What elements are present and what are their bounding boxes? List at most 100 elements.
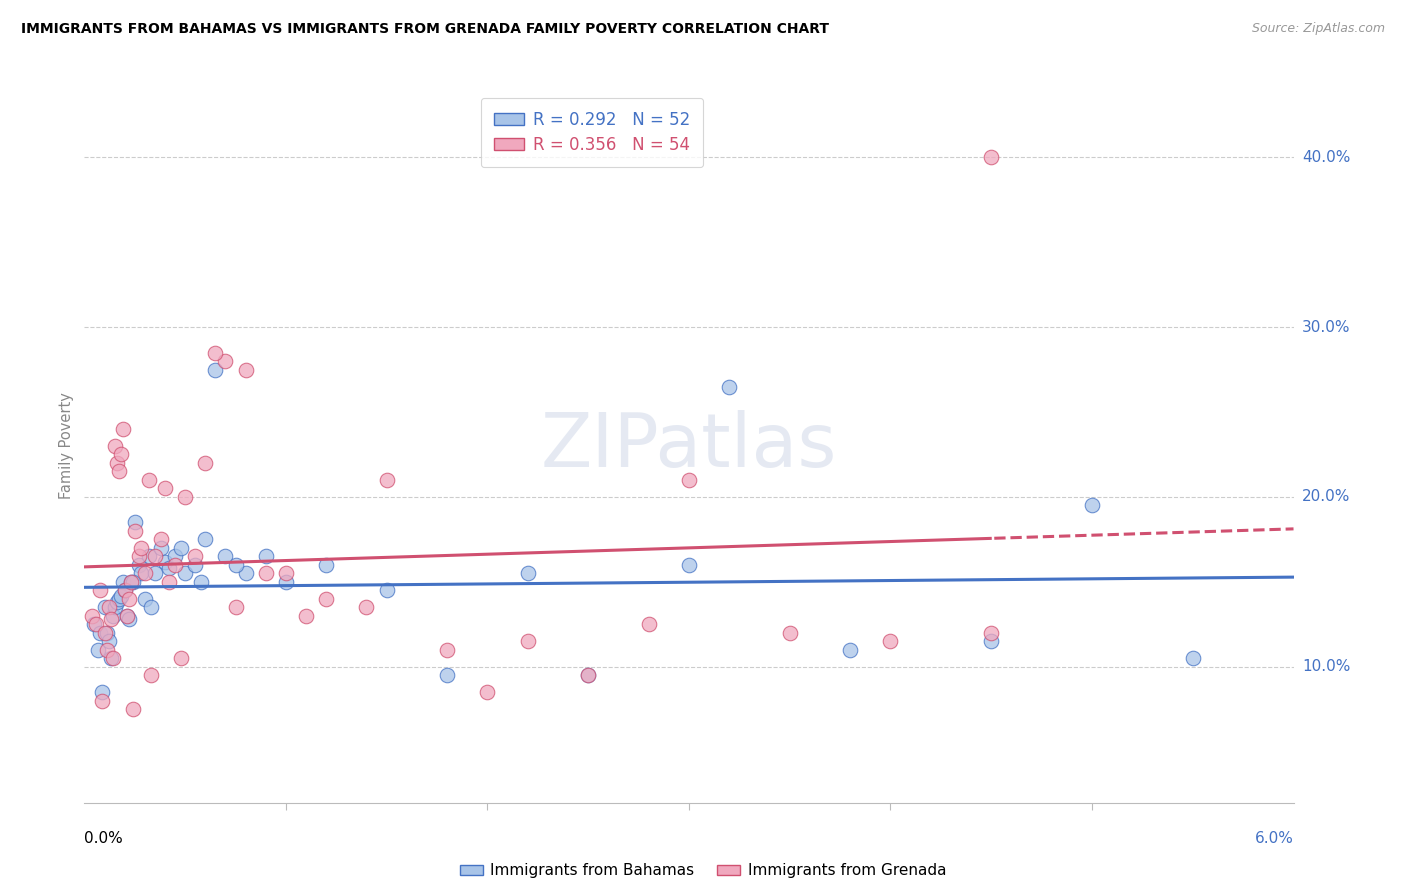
Point xyxy=(114,583,136,598)
Point xyxy=(980,626,1002,640)
Point xyxy=(576,668,599,682)
Point xyxy=(678,558,700,572)
Text: 0.0%: 0.0% xyxy=(84,831,124,847)
Point xyxy=(124,516,146,530)
Point xyxy=(375,473,398,487)
Point xyxy=(225,600,247,615)
Point xyxy=(204,345,226,359)
Point xyxy=(104,600,127,615)
Point xyxy=(104,439,127,453)
Text: Source: ZipAtlas.com: Source: ZipAtlas.com xyxy=(1251,22,1385,36)
Point xyxy=(129,566,152,581)
Point xyxy=(101,651,124,665)
Point xyxy=(194,533,217,547)
Point xyxy=(100,612,122,626)
Point xyxy=(153,555,176,569)
Point xyxy=(157,561,180,575)
Point xyxy=(121,702,143,716)
Point xyxy=(170,651,193,665)
Point xyxy=(86,617,108,632)
Point xyxy=(225,558,247,572)
Point xyxy=(118,612,141,626)
Text: 20.0%: 20.0% xyxy=(1302,490,1350,505)
Point xyxy=(194,456,217,470)
Legend: Immigrants from Bahamas, Immigrants from Grenada: Immigrants from Bahamas, Immigrants from… xyxy=(454,857,952,884)
Point xyxy=(184,549,207,564)
Point xyxy=(436,668,458,682)
Point xyxy=(115,608,138,623)
Point xyxy=(174,490,197,504)
Point xyxy=(101,608,124,623)
Point xyxy=(576,668,599,682)
Point xyxy=(1181,651,1204,665)
Point xyxy=(375,583,398,598)
Point xyxy=(96,643,118,657)
Point xyxy=(134,566,156,581)
Point xyxy=(93,600,115,615)
Point xyxy=(295,608,318,623)
Point xyxy=(111,422,134,436)
Point xyxy=(96,626,118,640)
Point xyxy=(779,626,801,640)
Point xyxy=(93,626,115,640)
Point xyxy=(274,574,297,589)
Point xyxy=(190,574,212,589)
Point xyxy=(120,574,142,589)
Point xyxy=(83,617,105,632)
Point xyxy=(91,694,114,708)
Point xyxy=(138,549,160,564)
Point xyxy=(315,591,337,606)
Point xyxy=(678,473,700,487)
Point xyxy=(138,473,160,487)
Point xyxy=(134,591,156,606)
Point xyxy=(356,600,378,615)
Point xyxy=(124,524,146,538)
Point xyxy=(128,558,150,572)
Text: ZIPatlas: ZIPatlas xyxy=(541,409,837,483)
Point xyxy=(97,600,120,615)
Point xyxy=(214,549,236,564)
Point xyxy=(157,574,180,589)
Point xyxy=(139,668,162,682)
Text: 6.0%: 6.0% xyxy=(1254,831,1294,847)
Point xyxy=(879,634,901,648)
Point xyxy=(254,566,277,581)
Point xyxy=(107,591,129,606)
Legend: R = 0.292   N = 52, R = 0.356   N = 54: R = 0.292 N = 52, R = 0.356 N = 54 xyxy=(481,97,703,167)
Point xyxy=(163,549,186,564)
Point xyxy=(82,608,104,623)
Point xyxy=(174,566,197,581)
Point xyxy=(516,566,538,581)
Point xyxy=(163,558,186,572)
Point xyxy=(143,549,166,564)
Point xyxy=(107,465,129,479)
Point xyxy=(184,558,207,572)
Point xyxy=(235,566,257,581)
Point xyxy=(477,685,499,699)
Point xyxy=(105,595,128,609)
Y-axis label: Family Poverty: Family Poverty xyxy=(59,392,75,500)
Point xyxy=(839,643,862,657)
Point xyxy=(91,685,114,699)
Point xyxy=(153,482,176,496)
Point xyxy=(110,448,132,462)
Point xyxy=(129,541,152,555)
Point xyxy=(516,634,538,648)
Point xyxy=(235,362,257,376)
Point xyxy=(110,589,132,603)
Point xyxy=(980,150,1002,164)
Point xyxy=(87,643,110,657)
Point xyxy=(143,566,166,581)
Point xyxy=(149,533,172,547)
Point xyxy=(980,634,1002,648)
Text: 30.0%: 30.0% xyxy=(1302,319,1350,334)
Point xyxy=(637,617,659,632)
Point xyxy=(97,634,120,648)
Point xyxy=(120,574,142,589)
Point xyxy=(115,608,138,623)
Text: 10.0%: 10.0% xyxy=(1302,659,1350,674)
Text: 40.0%: 40.0% xyxy=(1302,150,1350,165)
Point xyxy=(149,541,172,555)
Point xyxy=(1081,499,1104,513)
Point xyxy=(274,566,297,581)
